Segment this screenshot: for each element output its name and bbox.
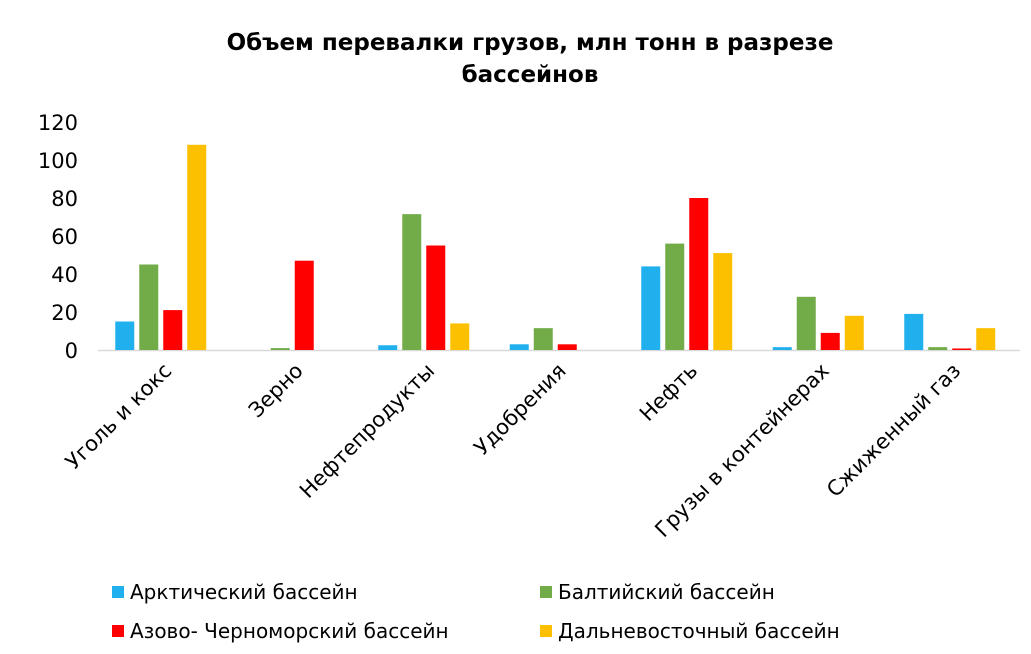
- bar: [689, 198, 709, 350]
- bar: [796, 296, 816, 350]
- bar: [641, 266, 661, 350]
- bar: [557, 344, 577, 350]
- x-tick-label: Сжиженный газ: [822, 359, 965, 502]
- bar: [952, 348, 972, 350]
- legend-label: Балтийский бассейн: [558, 580, 775, 604]
- bar: [904, 313, 924, 350]
- bar: [450, 323, 470, 350]
- legend-swatch: [540, 625, 552, 637]
- bar: [402, 214, 422, 350]
- bar: [976, 328, 996, 350]
- bar: [772, 347, 792, 350]
- y-tick-label: 20: [51, 301, 78, 325]
- bar: [713, 253, 733, 350]
- legend-label: Азово- Черноморский бассейн: [130, 619, 449, 643]
- legend-swatch: [540, 586, 552, 598]
- y-tick-label: 80: [51, 187, 78, 211]
- y-tick-label: 60: [51, 225, 78, 249]
- bar: [426, 245, 446, 350]
- bar: [533, 328, 553, 350]
- bar: [509, 344, 529, 350]
- x-tick-label: Нефть: [635, 359, 702, 426]
- bar: [187, 144, 207, 350]
- bar: [163, 310, 183, 350]
- x-tick-label: Зерно: [244, 359, 308, 423]
- bar: [294, 260, 314, 350]
- y-tick-label: 40: [51, 263, 78, 287]
- legend-swatch: [112, 625, 124, 637]
- bar: [820, 332, 840, 350]
- legend-label: Дальневосточный бассейн: [558, 619, 840, 643]
- bar: [378, 345, 398, 350]
- bar: [139, 264, 159, 350]
- legend-swatch: [112, 586, 124, 598]
- y-tick-label: 0: [65, 339, 78, 363]
- chart-title-line-1: Объем перевалки грузов, млн тонн в разре…: [227, 30, 834, 56]
- y-tick-label: 120: [38, 111, 78, 135]
- y-tick-label: 100: [38, 149, 78, 173]
- chart-title-line-2: бассейнов: [462, 62, 599, 88]
- bar: [844, 315, 864, 350]
- bar: [115, 321, 135, 350]
- bar: [928, 347, 948, 350]
- bar: [665, 243, 685, 350]
- x-tick-label: Уголь и кокс: [61, 359, 176, 474]
- x-tick-label: Удобрения: [469, 359, 570, 460]
- x-tick-label: Нефтепродукты: [295, 359, 439, 503]
- legend-label: Арктический бассейн: [130, 580, 358, 604]
- bar: [270, 348, 290, 350]
